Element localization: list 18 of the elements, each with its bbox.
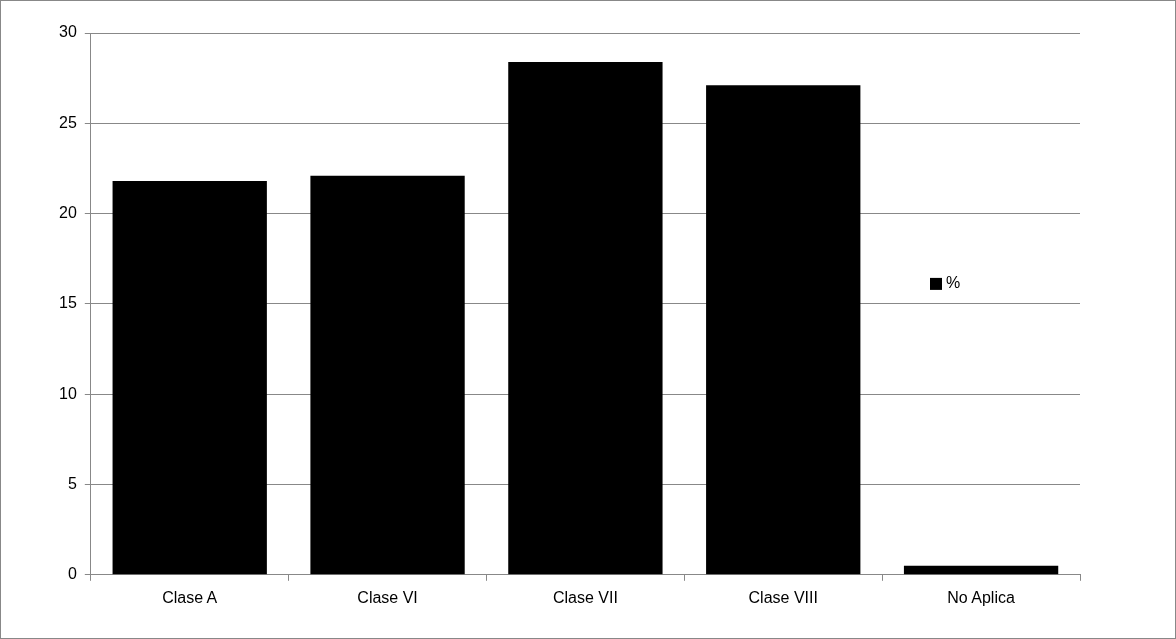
- y-tick-label: 0: [67, 565, 77, 583]
- x-tick-label: Clase VI: [357, 588, 418, 606]
- y-tick-label: 25: [59, 113, 77, 131]
- y-tick-label: 20: [59, 204, 77, 222]
- y-tick-label: 30: [59, 23, 77, 41]
- x-tick-label: Clase VII: [552, 588, 618, 606]
- bar: [310, 175, 465, 575]
- bar: [903, 565, 1059, 575]
- bar: [706, 85, 861, 575]
- x-tick-label: Clase A: [162, 588, 218, 606]
- legend-label: %: [946, 274, 961, 292]
- bar: [508, 61, 663, 575]
- y-tick-label: 5: [67, 474, 77, 492]
- bar: [112, 181, 267, 575]
- y-tick-label: 15: [59, 294, 77, 312]
- x-tick-label: No Aplica: [947, 588, 1015, 606]
- x-tick-label: Clase VIII: [748, 588, 818, 606]
- y-tick-label: 10: [59, 384, 77, 402]
